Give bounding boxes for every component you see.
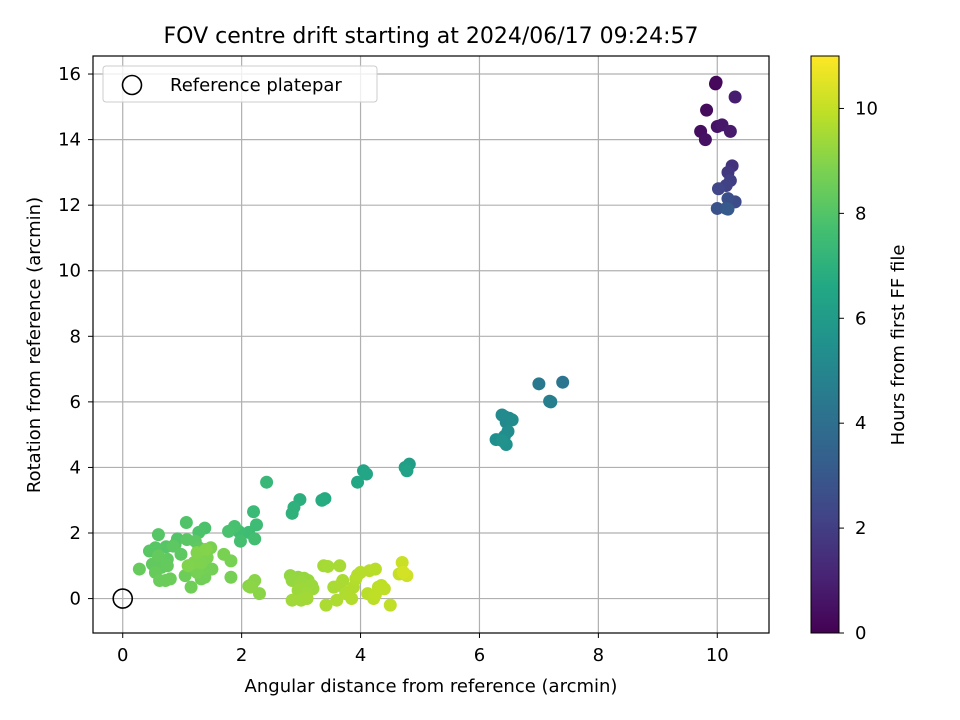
x-tick-label: 2 — [236, 645, 247, 666]
x-axis-ticks: 0 2 4 6 8 10 — [117, 633, 729, 666]
data-point — [260, 475, 274, 489]
plot-area: 0 2 4 6 8 10 0 2 4 6 8 10 12 14 16 — [58, 55, 770, 666]
colorbar-tick-label: 8 — [855, 203, 866, 224]
data-point — [151, 528, 165, 542]
data-point — [556, 375, 570, 389]
data-point — [505, 413, 519, 427]
chart-title: FOV centre drift starting at 2024/06/17 … — [164, 24, 699, 49]
data-point — [495, 408, 509, 422]
data-point — [396, 565, 410, 579]
colorbar-gradient — [810, 55, 840, 634]
y-tick-label: 6 — [70, 392, 81, 413]
data-point — [285, 506, 299, 520]
data-point — [321, 559, 335, 573]
data-point — [728, 90, 742, 104]
colorbar-label: Hours from first FF file — [888, 245, 909, 446]
data-point — [151, 549, 165, 563]
legend-label: Reference platepar — [170, 75, 342, 96]
data-points — [132, 75, 742, 612]
x-tick-label: 4 — [355, 645, 366, 666]
data-point — [184, 580, 198, 594]
data-point — [532, 377, 546, 391]
data-point — [383, 598, 397, 612]
data-point — [711, 182, 725, 196]
data-point — [199, 542, 213, 556]
y-tick-label: 8 — [70, 326, 81, 347]
data-point — [247, 505, 261, 519]
data-point — [698, 133, 712, 147]
legend-box — [102, 65, 378, 103]
data-point — [319, 598, 333, 612]
data-point — [709, 75, 723, 89]
y-tick-label: 16 — [58, 64, 81, 85]
x-tick-label: 10 — [706, 645, 729, 666]
data-point — [160, 559, 174, 573]
data-point — [233, 534, 247, 548]
data-point — [248, 532, 262, 546]
y-axis-label: Rotation from reference (arcmin) — [24, 197, 45, 493]
colorbar-tick-label: 2 — [855, 518, 866, 539]
data-point — [285, 593, 299, 607]
y-tick-label: 10 — [58, 261, 81, 282]
plot-background — [93, 56, 769, 633]
data-point — [163, 572, 177, 586]
data-point — [179, 516, 193, 530]
y-tick-label: 14 — [58, 130, 81, 151]
x-tick-label: 8 — [593, 645, 604, 666]
y-axis-ticks: 0 2 4 6 8 10 12 14 16 — [58, 64, 93, 610]
data-point — [721, 202, 735, 216]
data-point — [368, 588, 382, 602]
data-point — [544, 395, 558, 409]
legend: Reference platepar — [102, 65, 378, 103]
data-point — [400, 464, 414, 478]
y-tick-label: 4 — [70, 457, 81, 478]
reference-marker — [112, 588, 134, 609]
legend-marker — [121, 74, 143, 96]
x-tick-label: 0 — [117, 645, 128, 666]
data-point — [244, 580, 258, 594]
data-point — [222, 524, 236, 538]
data-point — [368, 562, 382, 576]
data-point — [252, 587, 266, 601]
colorbar-tick-label: 10 — [855, 98, 878, 119]
data-point — [333, 559, 347, 573]
data-point — [181, 559, 195, 573]
data-point — [395, 556, 409, 570]
data-point — [132, 562, 146, 576]
colorbar-tick-label: 6 — [855, 308, 866, 329]
data-point — [700, 103, 714, 117]
colorbar: 0 2 4 6 8 10 Hours from first FF file — [810, 55, 909, 644]
data-point — [723, 124, 737, 138]
data-point — [217, 547, 231, 561]
data-point — [224, 570, 238, 584]
y-tick-label: 0 — [70, 589, 81, 610]
colorbar-tick-label: 0 — [855, 623, 866, 644]
colorbar-ticks: 0 2 4 6 8 10 — [839, 98, 878, 644]
y-tick-label: 12 — [58, 195, 81, 216]
x-axis-label: Angular distance from reference (arcmin) — [245, 676, 618, 697]
x-tick-label: 6 — [474, 645, 485, 666]
colorbar-tick-label: 4 — [855, 413, 866, 434]
data-point — [495, 434, 509, 448]
y-tick-label: 2 — [70, 523, 81, 544]
data-point — [351, 475, 365, 489]
data-point — [166, 539, 180, 553]
plot-frame — [92, 55, 770, 634]
data-point — [345, 592, 359, 606]
data-point — [300, 592, 314, 606]
reference-platepar-point — [112, 588, 134, 609]
data-point — [710, 201, 724, 215]
data-point — [721, 192, 735, 206]
data-point — [174, 547, 188, 561]
data-point — [315, 493, 329, 507]
data-point — [330, 593, 344, 607]
data-point — [359, 467, 373, 481]
